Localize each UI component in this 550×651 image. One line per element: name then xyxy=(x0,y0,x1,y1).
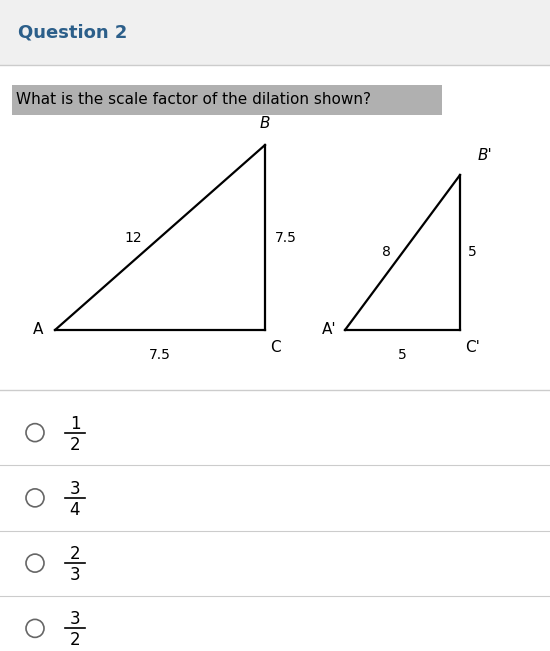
Text: 5: 5 xyxy=(398,348,407,362)
Text: 4: 4 xyxy=(70,501,80,519)
Text: 7.5: 7.5 xyxy=(275,230,297,245)
Text: 2: 2 xyxy=(70,631,80,650)
Text: A: A xyxy=(32,322,43,337)
Text: 2: 2 xyxy=(70,436,80,454)
Text: 3: 3 xyxy=(70,566,80,584)
Text: C': C' xyxy=(465,340,480,355)
Text: B: B xyxy=(260,116,270,131)
Circle shape xyxy=(26,619,44,637)
Text: 5: 5 xyxy=(468,245,477,260)
Text: 7.5: 7.5 xyxy=(149,348,171,362)
Text: A': A' xyxy=(322,322,337,337)
Text: 8: 8 xyxy=(382,245,390,260)
Text: 3: 3 xyxy=(70,480,80,498)
Circle shape xyxy=(26,424,44,441)
Text: 1: 1 xyxy=(70,415,80,433)
Circle shape xyxy=(26,489,44,507)
Text: 12: 12 xyxy=(124,230,142,245)
Text: Question 2: Question 2 xyxy=(18,23,128,42)
Bar xyxy=(0,0,550,65)
Text: C: C xyxy=(270,340,280,355)
Text: What is the scale factor of the dilation shown?: What is the scale factor of the dilation… xyxy=(16,92,371,107)
Text: B': B' xyxy=(478,148,493,163)
Text: 3: 3 xyxy=(70,611,80,628)
Text: 2: 2 xyxy=(70,545,80,563)
Bar xyxy=(12,85,442,115)
Circle shape xyxy=(26,554,44,572)
